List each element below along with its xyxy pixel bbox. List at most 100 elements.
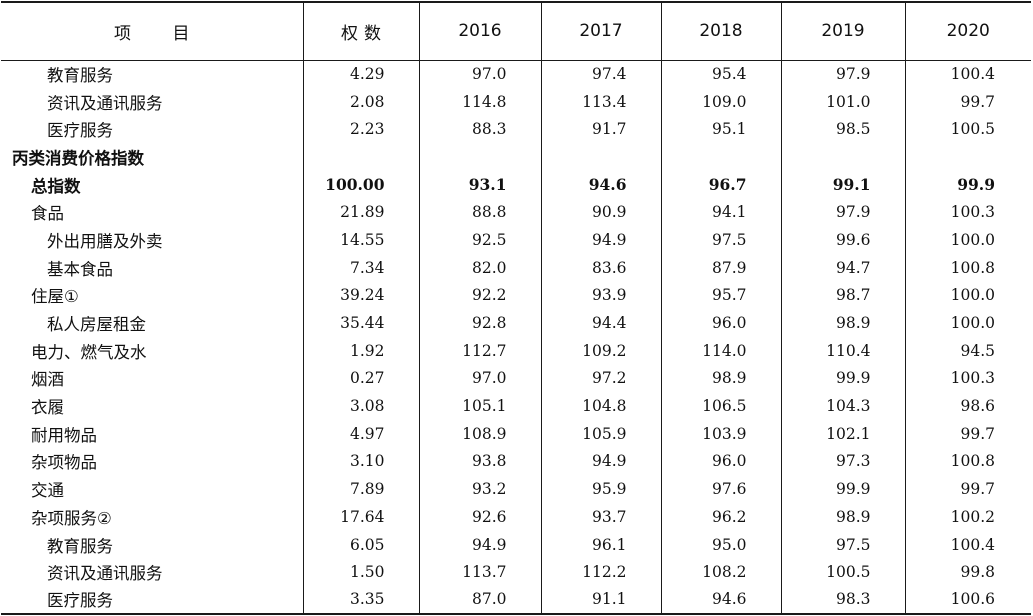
cell-2016: 92.6 xyxy=(418,503,541,531)
table-row: 衣履 3.08 105.1 104.8 106.5 104.3 98.6 xyxy=(1,392,1031,420)
cell-2017: 109.2 xyxy=(540,336,661,365)
cell-2016: 93.2 xyxy=(418,475,541,503)
cell-2020: 100.5 xyxy=(904,115,1031,144)
header-year-2017: 2017 xyxy=(540,1,661,61)
cell-weight: 0.27 xyxy=(302,364,419,393)
cell-weight: 21.89 xyxy=(302,198,419,227)
cell-2019: 99.9 xyxy=(780,475,905,503)
cell-item: 丙类消费价格指数 xyxy=(12,148,144,168)
table-row: 资讯及通讯服务 2.08 114.8 113.4 109.0 101.0 99.7 xyxy=(1,87,1031,116)
table-row: 丙类消费价格指数 xyxy=(1,143,1031,171)
cell-2020: 100.0 xyxy=(904,281,1031,310)
cell-2016: 94.9 xyxy=(418,530,541,559)
cell-2019: 98.9 xyxy=(780,309,905,337)
table-row: 外出用膳及外卖 14.55 92.5 94.9 97.5 99.6 100.0 xyxy=(1,226,1031,254)
cell-2017: 95.9 xyxy=(540,475,661,503)
cell-2018: 96.2 xyxy=(660,503,781,531)
cell-2019: 94.7 xyxy=(780,253,905,282)
cell-2020: 100.4 xyxy=(904,530,1031,559)
cell-2019: 104.3 xyxy=(780,392,905,420)
cell-item: 电力、燃气及水 xyxy=(31,342,147,362)
cell-2018 xyxy=(660,143,781,171)
cell-item: 资讯及通讯服务 xyxy=(47,93,163,113)
cell-2018: 109.0 xyxy=(660,87,781,116)
cell-2020 xyxy=(904,143,1031,171)
cell-2018: 97.5 xyxy=(660,226,781,254)
cell-item: 总指数 xyxy=(31,176,81,196)
cell-2018: 95.7 xyxy=(660,281,781,310)
cell-weight: 1.92 xyxy=(302,336,419,365)
cell-2017: 94.9 xyxy=(540,447,661,476)
cell-2016: 114.8 xyxy=(418,87,541,116)
cell-weight: 7.89 xyxy=(302,475,419,503)
cell-2020: 98.6 xyxy=(904,392,1031,420)
cell-weight: 3.08 xyxy=(302,392,419,420)
cell-2017 xyxy=(540,143,661,171)
cell-2016: 113.7 xyxy=(418,558,541,587)
cell-2019: 98.3 xyxy=(780,586,905,615)
cell-2018: 95.0 xyxy=(660,530,781,559)
cell-2019: 101.0 xyxy=(780,87,905,116)
cell-weight: 100.00 xyxy=(302,170,419,199)
cell-2016: 88.8 xyxy=(418,198,541,227)
cell-2016 xyxy=(418,143,541,171)
cell-weight: 2.23 xyxy=(302,115,419,144)
cell-2020: 100.0 xyxy=(904,226,1031,254)
cell-2018: 87.9 xyxy=(660,253,781,282)
cell-2019: 97.9 xyxy=(780,198,905,227)
cell-weight: 2.08 xyxy=(302,87,419,116)
cell-2018: 96.0 xyxy=(660,447,781,476)
cell-2020: 100.8 xyxy=(904,253,1031,282)
table-row: 住屋① 39.24 92.2 93.9 95.7 98.7 100.0 xyxy=(1,281,1031,310)
cell-weight: 14.55 xyxy=(302,226,419,254)
table-row: 耐用物品 4.97 108.9 105.9 103.9 102.1 99.7 xyxy=(1,419,1031,448)
table-row: 电力、燃气及水 1.92 112.7 109.2 114.0 110.4 94.5 xyxy=(1,336,1031,365)
cell-2017: 113.4 xyxy=(540,87,661,116)
header-weight: 权数 xyxy=(302,1,419,61)
cell-item: 食品 xyxy=(31,204,64,224)
cell-2019 xyxy=(780,143,905,171)
table-row: 资讯及通讯服务 1.50 113.7 112.2 108.2 100.5 99.8 xyxy=(1,558,1031,587)
cell-2020: 100.3 xyxy=(904,364,1031,393)
cell-weight: 1.50 xyxy=(302,558,419,587)
cell-2020: 99.9 xyxy=(904,170,1031,199)
cell-item: 衣履 xyxy=(31,398,64,418)
cell-2016: 92.2 xyxy=(418,281,541,310)
cell-item: 医疗服务 xyxy=(1,586,303,615)
cell-2018: 106.5 xyxy=(660,392,781,420)
cell-2018: 95.1 xyxy=(660,115,781,144)
table-row: 总指数 100.00 93.1 94.6 96.7 99.1 99.9 xyxy=(1,170,1031,199)
header-year-2019: 2019 xyxy=(780,1,905,61)
cell-2017: 94.6 xyxy=(540,170,661,199)
table-row: 教育服务 6.05 94.9 96.1 95.0 97.5 100.4 xyxy=(1,530,1031,559)
cell-2020: 99.7 xyxy=(904,87,1031,116)
cell-2018: 97.6 xyxy=(660,475,781,503)
cell-weight: 39.24 xyxy=(302,281,419,310)
cell-weight: 7.34 xyxy=(302,253,419,282)
cell-2016: 92.8 xyxy=(418,309,541,337)
cell-2018: 98.9 xyxy=(660,364,781,393)
cell-item: 外出用膳及外卖 xyxy=(47,231,163,251)
cell-2020: 100.4 xyxy=(904,60,1031,88)
cell-2017: 83.6 xyxy=(540,253,661,282)
cell-item: 基本食品 xyxy=(47,259,113,279)
cell-2019: 110.4 xyxy=(780,336,905,365)
cell-2016: 93.1 xyxy=(418,170,541,199)
cell-weight: 4.97 xyxy=(302,419,419,448)
cell-2017: 90.9 xyxy=(540,198,661,227)
cell-2019: 100.5 xyxy=(780,558,905,587)
cell-2017: 94.4 xyxy=(540,309,661,337)
cell-item: 私人房屋租金 xyxy=(47,315,146,335)
header-year-2018: 2018 xyxy=(660,1,781,61)
cell-2019: 99.9 xyxy=(780,364,905,393)
cell-2017: 93.7 xyxy=(540,503,661,531)
cell-2020: 100.6 xyxy=(904,586,1031,615)
cell-2017: 97.4 xyxy=(540,60,661,88)
cell-weight: 4.29 xyxy=(302,60,419,88)
cell-2020: 100.0 xyxy=(904,309,1031,337)
cell-weight: 3.10 xyxy=(302,447,419,476)
cell-item: 医疗服务 xyxy=(47,121,113,141)
header-year-2020: 2020 xyxy=(904,1,1031,61)
table-row: 私人房屋租金 35.44 92.8 94.4 96.0 98.9 100.0 xyxy=(1,309,1031,337)
